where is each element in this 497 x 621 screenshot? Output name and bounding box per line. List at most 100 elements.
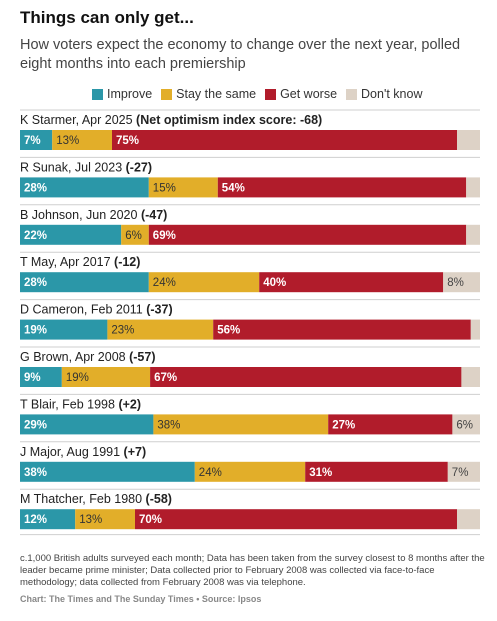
legend-item-improve: Improve (92, 87, 152, 101)
legend-item-worse: Get worse (265, 87, 337, 101)
row-label-name: K Starmer, Apr 2025 (20, 113, 136, 127)
data-label-same: 24% (199, 467, 222, 479)
data-label-worse: 69% (153, 230, 176, 242)
data-label-improve: 38% (24, 467, 47, 479)
row-label-name: B Johnson, Jun 2020 (20, 208, 141, 222)
bar-segment-worse (150, 367, 462, 387)
bar-segment-improve (20, 509, 76, 530)
bar-segment-same (107, 319, 214, 340)
data-label-improve: 7% (24, 135, 41, 147)
bar-segment-improve (20, 319, 108, 340)
row-label-score: (-37) (146, 303, 172, 317)
bar-segment-improve (20, 414, 154, 435)
data-label-worse: 67% (154, 372, 177, 384)
row-label-name: G Brown, Apr 2008 (20, 350, 129, 364)
row-label-name: T Blair, Feb 1998 (20, 397, 118, 411)
data-label-dont-know: 8% (447, 277, 464, 289)
data-label-same: 19% (66, 372, 89, 384)
bar-segment-same (194, 461, 306, 482)
data-label-worse: 56% (217, 325, 240, 337)
row-label: K Starmer, Apr 2025 (Net optimism index … (20, 113, 322, 127)
legend: Improve Stay the same Get worse Don't kn… (92, 87, 431, 101)
legend-label-improve: Improve (107, 87, 153, 101)
legend-item-same: Stay the same (161, 87, 256, 101)
data-label-improve: 22% (24, 230, 47, 242)
row-label-score: (-27) (126, 160, 152, 174)
row-label: G Brown, Apr 2008 (-57) (20, 350, 156, 364)
row-label-name: R Sunak, Jul 2023 (20, 160, 126, 174)
data-label-dont-know: 6% (456, 419, 473, 431)
row-label: J Major, Aug 1991 (+7) (20, 445, 146, 459)
bar-segment-dont-know (457, 509, 480, 530)
data-label-improve: 28% (24, 277, 47, 289)
legend-item-dont-know: Don't know (346, 87, 422, 101)
footnote: c.1,000 British adults surveyed each mon… (20, 553, 485, 588)
data-label-improve: 12% (24, 514, 47, 526)
row-label-score: (-47) (141, 208, 167, 222)
row-label-score: (-58) (146, 492, 172, 506)
bar-segment-dont-know (443, 272, 480, 293)
bar-segment-improve (20, 461, 195, 482)
bar-segment-same (148, 177, 218, 198)
bar-segment-worse (305, 461, 448, 482)
bar-segment-dont-know (466, 224, 480, 245)
bar-segment-same (52, 130, 112, 150)
data-label-same: 6% (125, 230, 142, 242)
bar-segment-dont-know (470, 319, 480, 340)
bar-segment-improve (20, 177, 149, 198)
bar-segment-worse (213, 319, 471, 340)
legend-label-dont-know: Don't know (361, 87, 423, 101)
legend-swatch-worse (265, 88, 277, 100)
bar-segment-worse (328, 414, 453, 435)
data-label-same: 13% (56, 135, 79, 147)
row-label-name: M Thatcher, Feb 1980 (20, 492, 146, 506)
row-label-score: (-12) (114, 255, 140, 269)
bar-segment-improve (20, 367, 62, 387)
bar-segment-worse (148, 224, 467, 245)
bar-segment-dont-know (466, 177, 480, 198)
chart-title: Things can only get... (20, 8, 194, 27)
data-label-worse: 54% (222, 182, 245, 194)
row-label: R Sunak, Jul 2023 (-27) (20, 160, 152, 174)
bar-segment-improve (20, 272, 149, 293)
bar-segment-same (61, 367, 151, 387)
row-label-score: (Net optimism index score: -68) (136, 113, 322, 127)
row-label: T Blair, Feb 1998 (+2) (20, 397, 141, 411)
bar-segment-worse (135, 509, 457, 530)
row-label: D Cameron, Feb 2011 (-37) (20, 303, 173, 317)
data-label-same: 15% (153, 182, 176, 194)
bar-segment-worse (259, 272, 444, 293)
data-label-worse: 70% (139, 514, 162, 526)
bar-segment-same (153, 414, 329, 435)
row-label-score: (+2) (118, 397, 141, 411)
bar-segment-same (148, 272, 260, 293)
chart-subtitle: How voters expect the economy to change … (20, 37, 461, 72)
row-label: T May, Apr 2017 (-12) (20, 255, 140, 269)
bar-segment-improve (20, 130, 53, 150)
data-label-same: 23% (111, 325, 134, 337)
bar-segment-dont-know (452, 414, 480, 435)
bar-segment-dont-know (461, 367, 480, 387)
row-label-name: J Major, Aug 1991 (20, 445, 124, 459)
row-label-score: (+7) (124, 445, 147, 459)
data-label-worse: 31% (309, 467, 332, 479)
data-label-improve: 9% (24, 372, 41, 384)
data-label-same: 38% (157, 419, 180, 431)
data-label-improve: 28% (24, 182, 47, 194)
legend-swatch-dont-know (346, 88, 358, 100)
bar-segment-same (121, 224, 149, 245)
legend-label-worse: Get worse (280, 87, 338, 101)
row-label-name: T May, Apr 2017 (20, 255, 114, 269)
legend-swatch-improve (92, 88, 103, 100)
data-label-worse: 40% (263, 277, 286, 289)
bar-segment-improve (20, 224, 122, 245)
row-label-name: D Cameron, Feb 2011 (20, 303, 146, 317)
row-label: M Thatcher, Feb 1980 (-58) (20, 492, 172, 506)
data-label-same: 13% (79, 514, 102, 526)
data-label-same: 24% (153, 277, 176, 289)
data-label-worse: 75% (116, 135, 139, 147)
row-label-score: (-57) (129, 350, 155, 364)
source-credit: Chart: The Times and The Sunday Times • … (20, 594, 262, 604)
bar-segment-worse (217, 177, 467, 198)
